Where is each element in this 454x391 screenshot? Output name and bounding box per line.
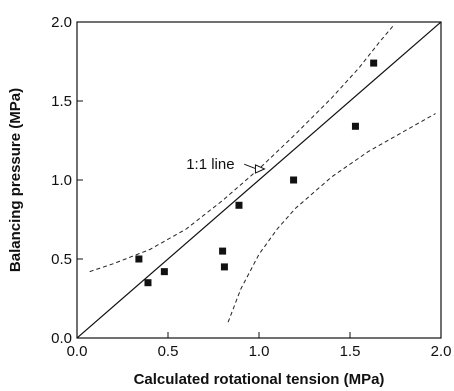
data-point — [219, 247, 227, 255]
axis-ticks: 0.0 0.5 1.0 1.5 2.0 0.0 0.5 1.0 1.5 2.0 — [51, 14, 451, 360]
y-tick-label: 0.0 — [51, 330, 72, 347]
annotation-arrowhead — [254, 164, 266, 174]
x-tick-label: 1.5 — [340, 343, 361, 360]
y-tick-label: 1.0 — [51, 172, 72, 189]
data-point — [290, 176, 298, 184]
x-tick-label: 0.5 — [158, 343, 179, 360]
annotation-label: 1:1 line — [186, 156, 234, 173]
data-point — [370, 59, 378, 67]
y-axis-title: Balancing pressure (MPa) — [7, 88, 24, 272]
data-point — [144, 279, 152, 287]
y-tick-label: 0.5 — [51, 251, 72, 268]
data-point — [220, 263, 228, 271]
data-points — [135, 59, 378, 287]
data-point — [351, 122, 359, 130]
plot-area — [76, 21, 442, 339]
lower-confidence-band — [227, 113, 436, 323]
x-tick-label: 0.0 — [67, 343, 88, 360]
x-tick-label: 1.0 — [249, 343, 270, 360]
y-tick-label: 2.0 — [51, 14, 72, 31]
data-point — [135, 255, 143, 263]
x-axis-title: Calculated rotational tension (MPa) — [134, 371, 385, 388]
x-tick-label: 2.0 — [431, 343, 452, 360]
data-point — [160, 268, 168, 276]
annotation-arrow-line — [244, 163, 257, 170]
upper-confidence-band — [89, 24, 395, 273]
data-point — [235, 201, 243, 209]
y-tick-label: 1.5 — [51, 93, 72, 110]
identity-line — [77, 22, 441, 338]
